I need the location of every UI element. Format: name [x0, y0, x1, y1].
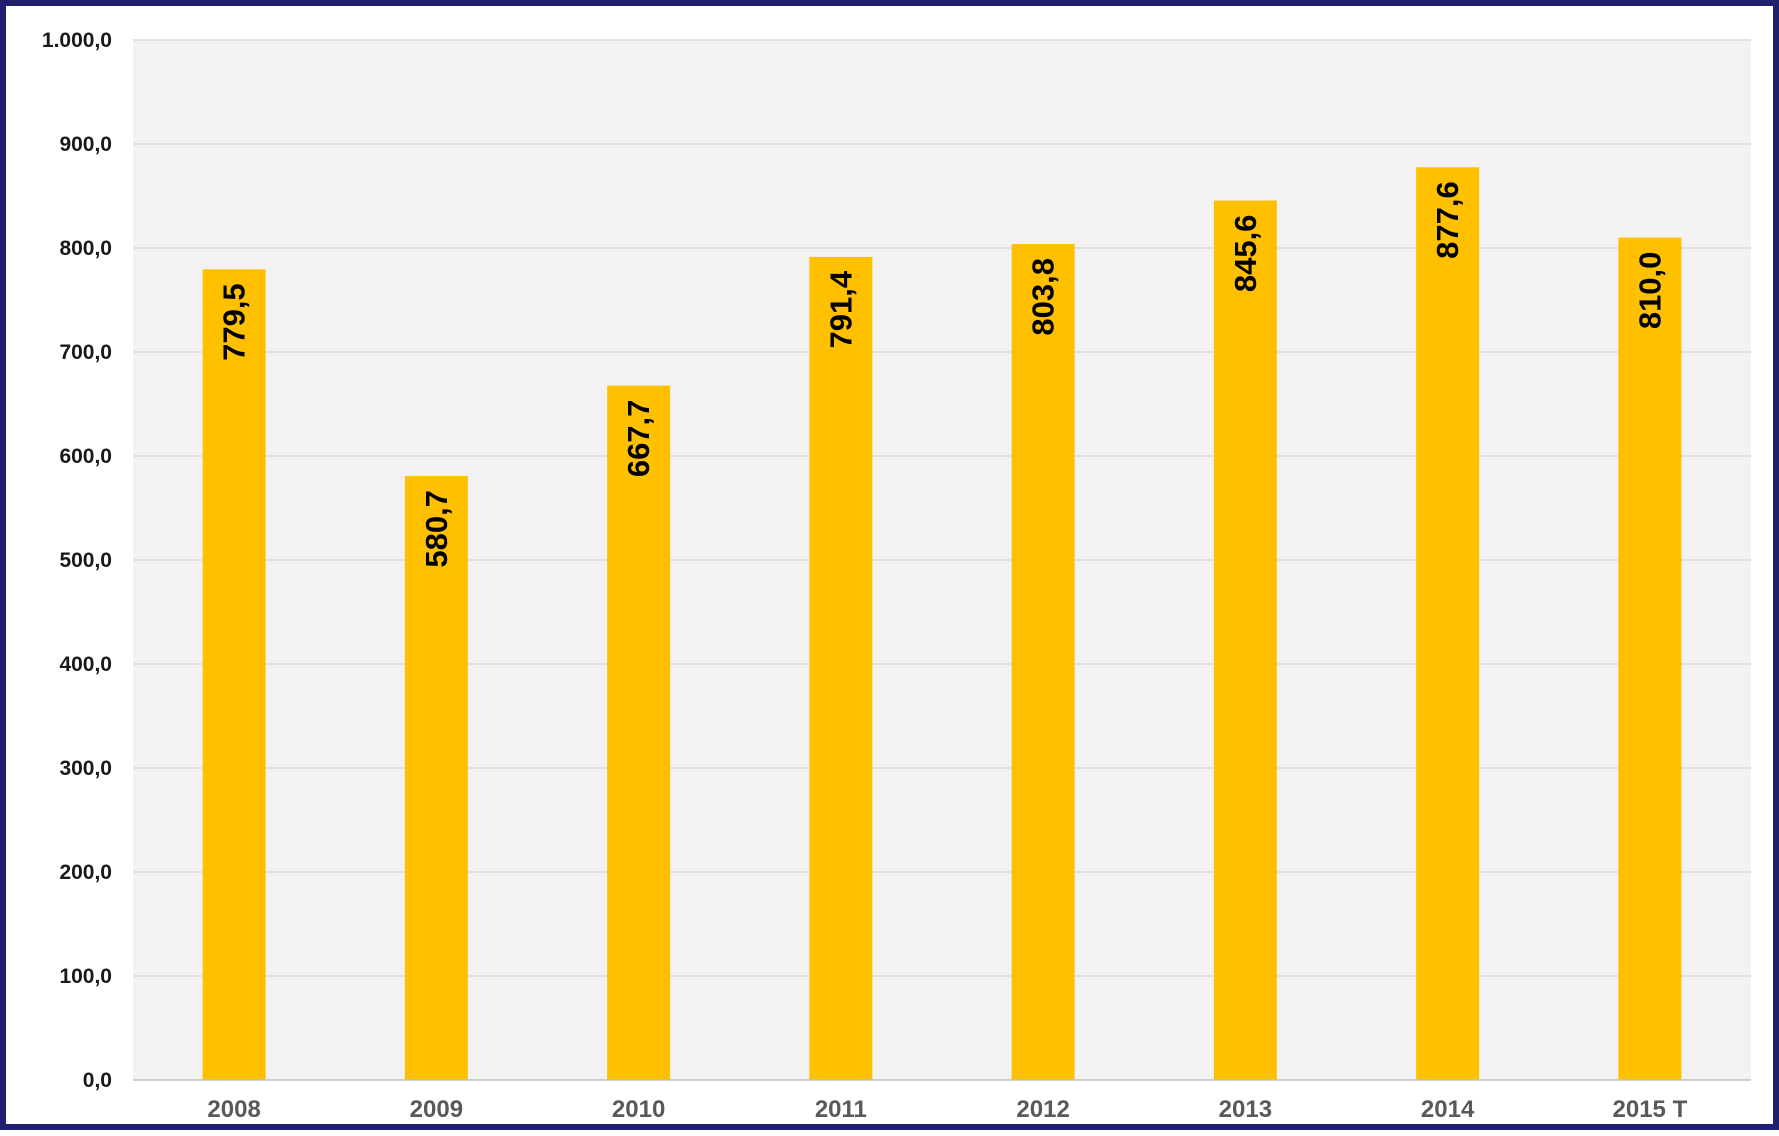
y-tick-label: 900,0 — [59, 133, 112, 156]
x-tick-label: 2012 — [1016, 1096, 1069, 1123]
bar — [1213, 200, 1277, 1081]
x-tick-label: 2011 — [815, 1096, 867, 1123]
y-tick-label: 800,0 — [59, 237, 112, 260]
x-tick-label: 2010 — [612, 1096, 665, 1123]
bar-value-labels: 779,5 580,7 667,7 791,4 803,8 845,6 877,6 810,0 — [217, 181, 1668, 567]
gridlines — [133, 39, 1751, 977]
y-axis-tick-labels: 0,0 100,0 200,0 300,0 400,0 500,0 600,0 700,0 80… — [42, 29, 112, 1092]
bar-chart: 0,0 100,0 200,0 300,0 400,0 500,0 600,0 700,0 80… — [42, 29, 1751, 1123]
bar-value-label: 810,0 — [1632, 252, 1667, 330]
bar — [1011, 244, 1075, 1081]
bar — [809, 256, 873, 1081]
y-tick-label: 700,0 — [59, 341, 112, 364]
y-tick-label: 200,0 — [59, 861, 112, 884]
bar — [202, 269, 266, 1080]
bars — [202, 167, 1682, 1081]
bar-value-label: 791,4 — [823, 270, 858, 348]
bar-value-label: 845,6 — [1228, 215, 1263, 293]
x-tick-label: 2013 — [1219, 1096, 1272, 1123]
y-tick-label: 600,0 — [59, 445, 112, 468]
bar-value-label: 580,7 — [419, 490, 454, 568]
x-tick-label: 2014 — [1421, 1096, 1475, 1123]
x-tick-label: 2009 — [410, 1096, 463, 1123]
x-tick-label: 2008 — [207, 1096, 260, 1123]
y-tick-label: 400,0 — [59, 653, 112, 676]
bar — [607, 385, 671, 1080]
x-tick-label: 2015 T — [1613, 1096, 1688, 1123]
y-tick-label: 300,0 — [59, 757, 112, 780]
bar — [1416, 167, 1480, 1080]
y-tick-label: 100,0 — [59, 965, 112, 988]
bar — [404, 476, 468, 1080]
bar — [1618, 237, 1682, 1081]
bar-value-label: 779,5 — [217, 283, 252, 361]
y-tick-label: 500,0 — [59, 549, 112, 572]
y-tick-label: 0,0 — [83, 1069, 112, 1092]
bar-value-label: 667,7 — [621, 400, 656, 478]
bar-value-label: 803,8 — [1026, 258, 1061, 336]
y-tick-label: 1.000,0 — [42, 29, 112, 52]
bar-value-label: 877,6 — [1430, 181, 1465, 259]
x-axis-tick-labels: 2008 2009 2010 2011 2012 2013 2014 2015 T — [207, 1096, 1687, 1123]
